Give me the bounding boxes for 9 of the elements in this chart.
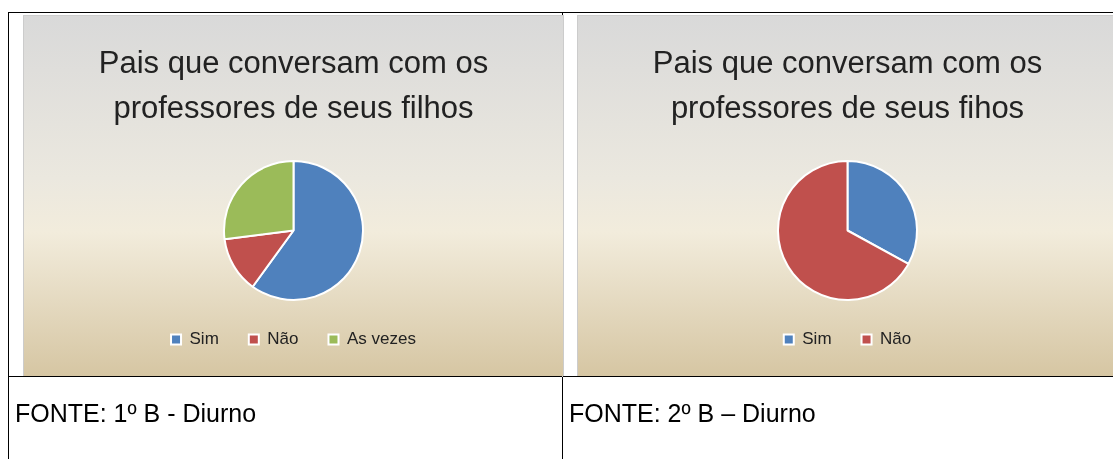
legend-label: Sim bbox=[802, 329, 832, 349]
legend-label: As vezes bbox=[347, 329, 416, 349]
chart-title: Pais que conversam com os professores de seus filhos bbox=[97, 44, 490, 127]
source-note: FONTE: 1º B - Diurno bbox=[15, 399, 257, 428]
source-note: FONTE: 2º B – Diurno bbox=[569, 399, 816, 428]
legend-label: Não bbox=[880, 329, 912, 349]
legend-label: Sim bbox=[189, 329, 219, 349]
chart-title: Pais que conversam com os professores de seus fihos bbox=[651, 44, 1044, 127]
legend-label: Não bbox=[267, 329, 299, 349]
